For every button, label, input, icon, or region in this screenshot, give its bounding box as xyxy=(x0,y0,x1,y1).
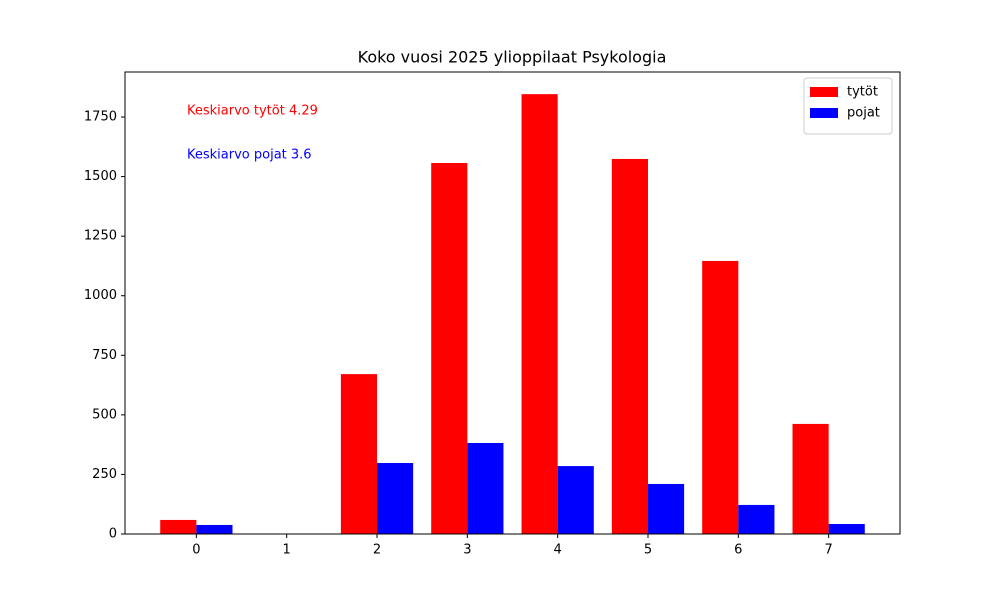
legend-label: tytöt xyxy=(847,85,878,100)
legend-swatch xyxy=(810,108,838,118)
y-tick-label: 500 xyxy=(92,407,117,422)
plot-frame xyxy=(124,71,901,535)
bar xyxy=(160,519,197,534)
bar xyxy=(521,94,558,534)
x-tick-label: 7 xyxy=(825,543,833,558)
bar xyxy=(738,504,775,534)
bar xyxy=(647,483,685,534)
annotation: Keskiarvo tytöt 4.29 xyxy=(187,104,318,119)
x-tick-label: 2 xyxy=(373,543,381,558)
y-tick-label: 1250 xyxy=(84,229,117,244)
bar xyxy=(828,523,865,534)
x-tick-label: 4 xyxy=(554,543,562,558)
bar xyxy=(557,466,594,534)
y-tick-label: 1000 xyxy=(84,288,117,303)
y-tick-label: 1500 xyxy=(84,169,117,184)
bar xyxy=(377,462,414,534)
x-tick-label: 3 xyxy=(463,543,471,558)
y-tick-label: 250 xyxy=(92,467,117,482)
legend-swatch xyxy=(810,87,838,97)
legend-label: pojat xyxy=(847,106,880,121)
x-tick-label: 6 xyxy=(734,543,742,558)
bar xyxy=(196,524,233,534)
bar xyxy=(611,158,648,534)
y-tick-label: 1750 xyxy=(84,110,117,125)
chart-title: Koko vuosi 2025 ylioppilaat Psykologia xyxy=(358,48,667,67)
bar xyxy=(431,163,468,534)
bar xyxy=(467,442,504,534)
y-tick-label: 750 xyxy=(92,348,117,363)
x-tick-label: 1 xyxy=(283,543,291,558)
bar xyxy=(702,260,739,534)
bar xyxy=(792,423,829,534)
y-tick-label: 0 xyxy=(109,527,117,542)
annotation: Keskiarvo pojat 3.6 xyxy=(187,148,312,163)
x-tick-label: 0 xyxy=(192,543,200,558)
x-tick-label: 5 xyxy=(644,543,652,558)
bar xyxy=(340,374,378,534)
